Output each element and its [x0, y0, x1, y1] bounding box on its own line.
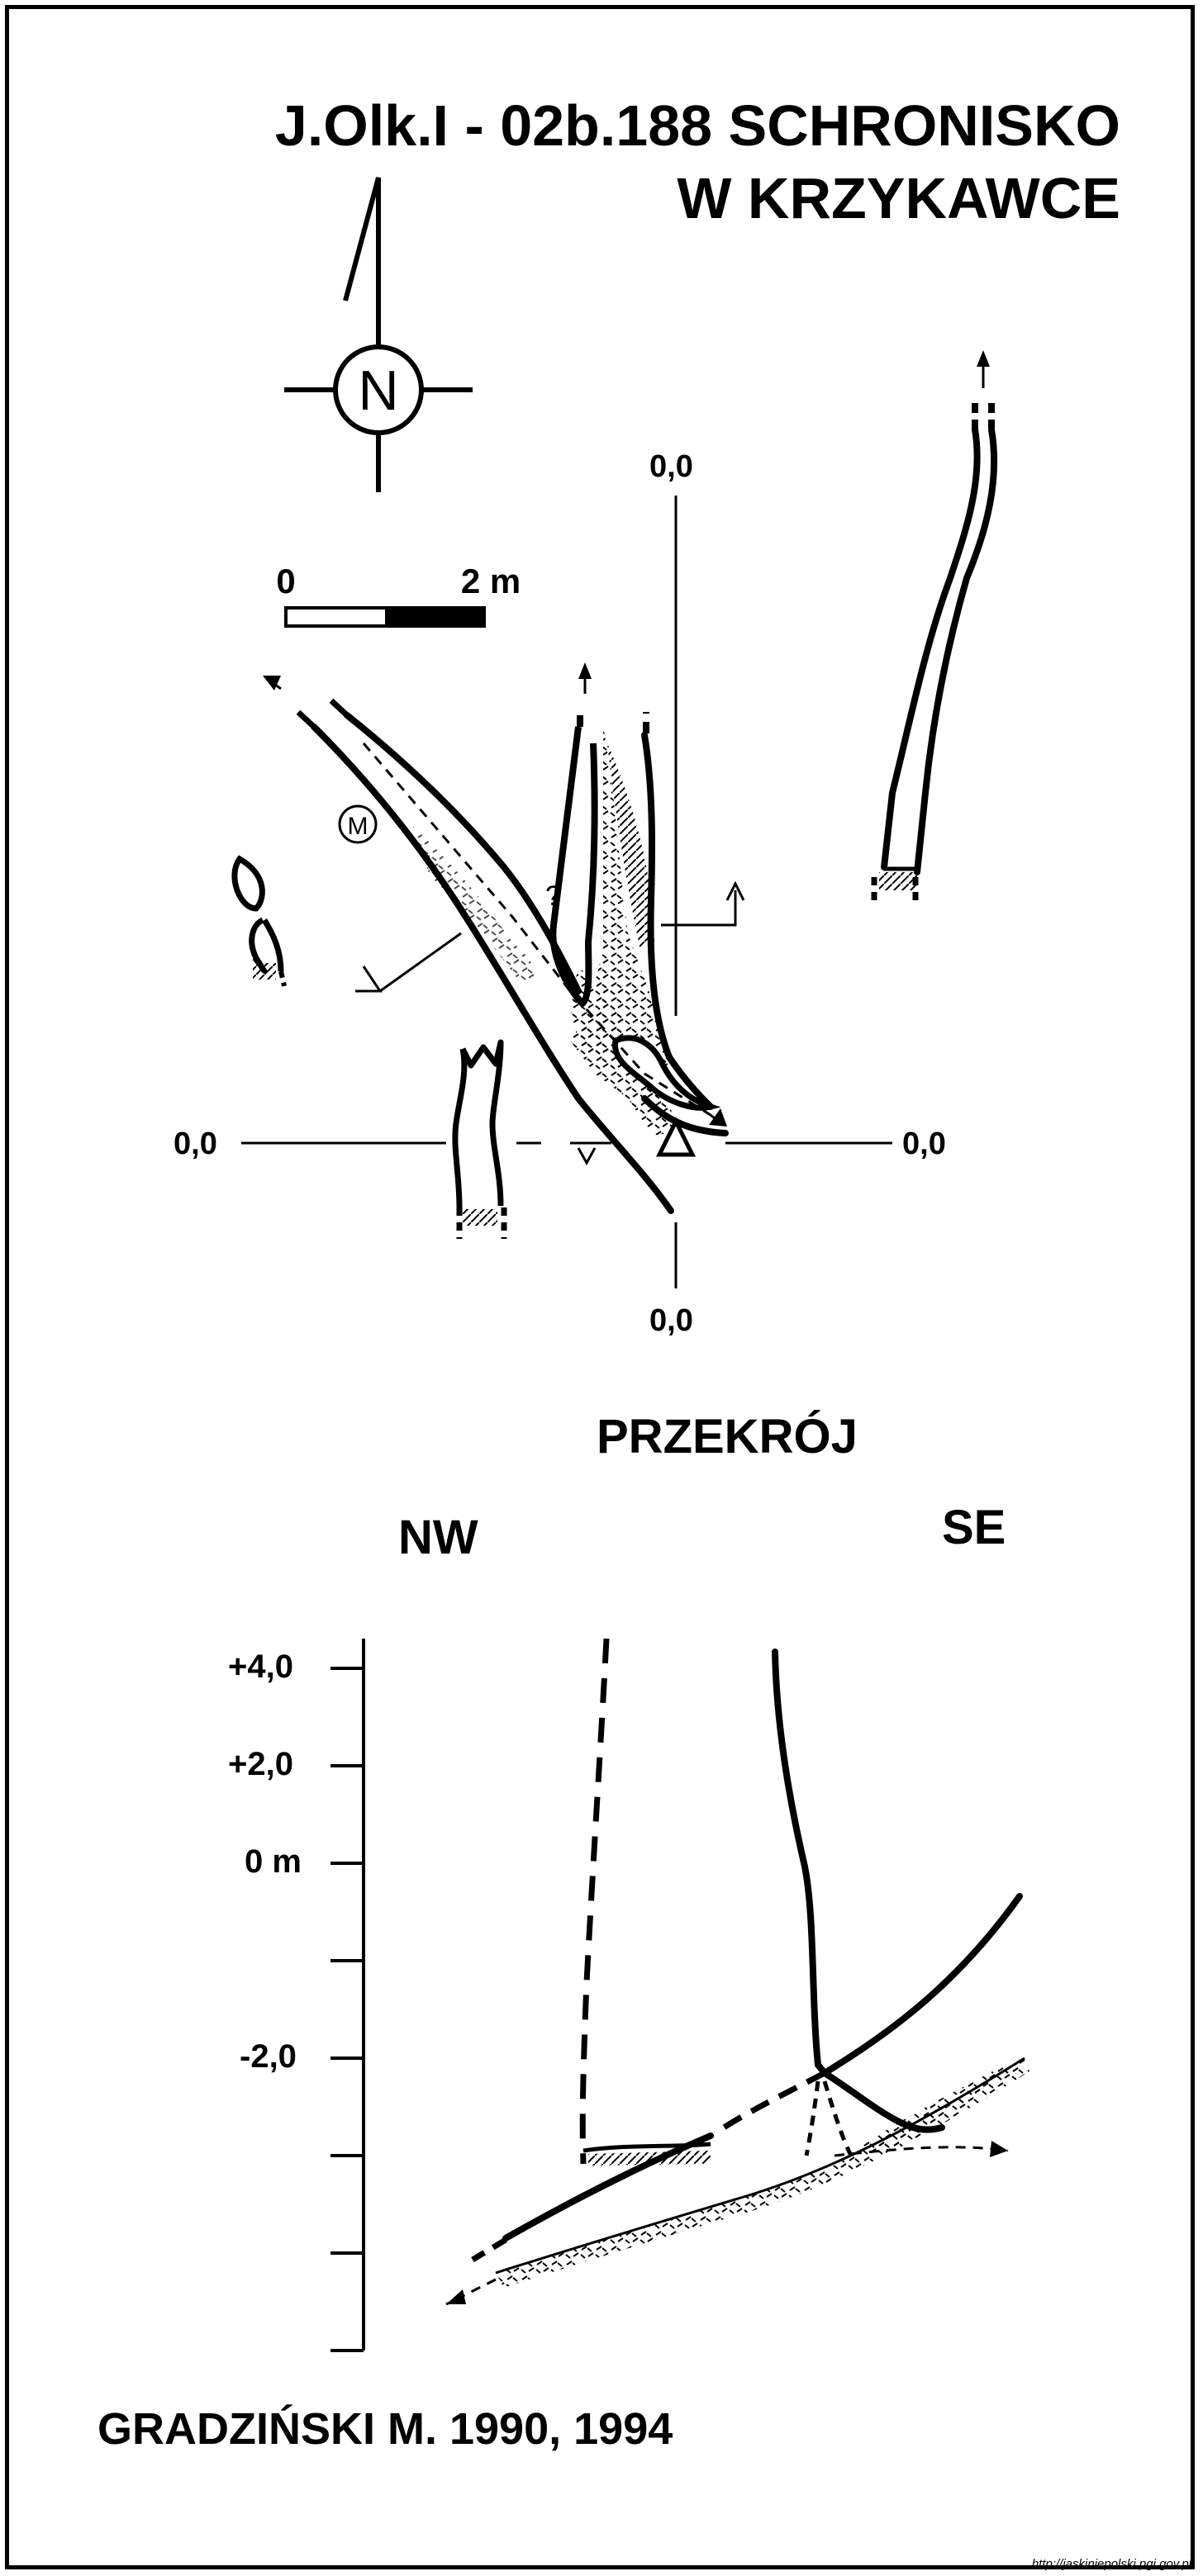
datum-label-bottom: 0,0: [649, 1303, 693, 1338]
scale-bar: [284, 606, 486, 628]
marker-symbol: [338, 804, 378, 844]
datum-label-left: 0,0: [174, 1127, 217, 1161]
north-arrow-icon: [284, 177, 473, 492]
marker-letter: M: [348, 813, 369, 840]
map-frame: [5, 5, 1195, 2569]
author-credit: GRADZIŃSKI M. 1990, 1994: [97, 2404, 673, 2454]
main-passage: [262, 662, 729, 1214]
elevation-axis: [330, 1639, 365, 2352]
elevation-tick-label: +4,0: [228, 1649, 293, 1685]
source-url: http://jaskiniepolski.pgi.gov.pl: [1031, 2557, 1191, 2571]
datum-label-right: 0,0: [902, 1127, 946, 1161]
elevation-tick-label: 0 m: [245, 1843, 302, 1880]
cave-title-line1: J.Olk.I - 02b.188 SCHRONISKO: [274, 93, 1120, 158]
section-reference-lines: [355, 880, 745, 1166]
datum-label-top: 0,0: [649, 449, 693, 484]
compass-letter: N: [358, 359, 398, 422]
scale-start-label: 0: [276, 562, 295, 600]
scale-end-label: 2 m: [461, 562, 521, 600]
cave-title-line2: W KRZYKAWCE: [677, 166, 1120, 230]
uncertain-marker: ?: [545, 880, 561, 912]
cave-profile: [445, 1638, 1029, 2306]
elevation-tick-label: +2,0: [228, 1746, 293, 1782]
left-cross-section: [231, 855, 287, 987]
direction-se: SE: [942, 1501, 1006, 1554]
right-cross-section: [871, 350, 998, 905]
direction-nw: NW: [398, 1511, 478, 1564]
section-heading: PRZEKRÓJ: [597, 1410, 858, 1464]
lower-cross-section: [452, 1039, 507, 1239]
elevation-tick-label: -2,0: [240, 2038, 297, 2075]
plan-datum-axes: [241, 496, 892, 1288]
